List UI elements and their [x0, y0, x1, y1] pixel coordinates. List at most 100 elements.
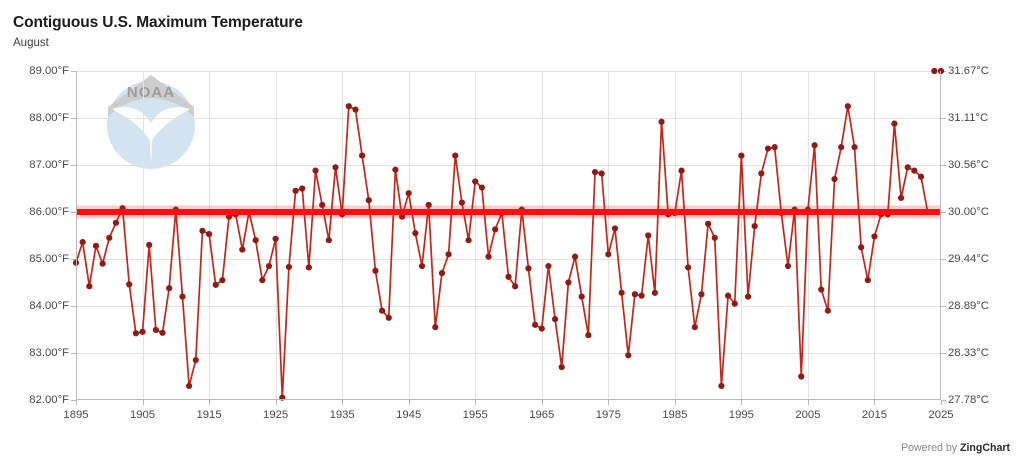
series-point[interactable]: [272, 235, 279, 242]
series-point[interactable]: [445, 251, 452, 258]
series-point[interactable]: [698, 291, 705, 298]
series-point[interactable]: [225, 213, 233, 220]
series-point[interactable]: [571, 253, 579, 260]
series-point[interactable]: [844, 103, 851, 110]
series-point[interactable]: [305, 264, 312, 271]
series-point[interactable]: [259, 277, 266, 284]
series-point[interactable]: [858, 244, 865, 251]
series-point[interactable]: [106, 234, 113, 241]
series-point[interactable]: [212, 281, 219, 288]
series-line[interactable]: [75, 105, 929, 399]
series-point[interactable]: [465, 237, 472, 244]
series-point[interactable]: [565, 279, 572, 286]
series-point[interactable]: [618, 289, 625, 296]
series-point[interactable]: [219, 277, 226, 284]
series-point[interactable]: [452, 152, 459, 159]
series-point[interactable]: [492, 226, 499, 233]
series-point[interactable]: [372, 267, 379, 274]
series-point[interactable]: [931, 67, 938, 75]
series-point[interactable]: [744, 293, 752, 300]
series-point[interactable]: [86, 283, 93, 290]
series-point[interactable]: [179, 293, 186, 300]
series-point[interactable]: [645, 232, 652, 239]
series-point[interactable]: [718, 382, 725, 389]
series-point[interactable]: [432, 324, 439, 331]
series-point[interactable]: [851, 144, 858, 151]
series-point[interactable]: [319, 201, 326, 209]
series-point[interactable]: [398, 213, 406, 220]
series-point[interactable]: [92, 242, 100, 249]
series-point[interactable]: [485, 253, 492, 260]
series-point[interactable]: [412, 230, 419, 237]
series-point[interactable]: [897, 194, 905, 201]
series-point[interactable]: [99, 260, 106, 267]
series-point[interactable]: [758, 170, 765, 177]
series-point[interactable]: [146, 241, 153, 248]
series-point[interactable]: [578, 293, 585, 300]
series-markers[interactable]: [72, 67, 945, 401]
series-point[interactable]: [711, 234, 718, 241]
series-point[interactable]: [505, 273, 512, 280]
series-point[interactable]: [638, 292, 645, 299]
series-point[interactable]: [591, 168, 599, 176]
series-point[interactable]: [405, 190, 412, 197]
series-point[interactable]: [678, 167, 685, 174]
series-point[interactable]: [625, 352, 632, 359]
series-point[interactable]: [378, 307, 386, 314]
series-point[interactable]: [132, 330, 139, 337]
series-point[interactable]: [824, 307, 831, 314]
series-point[interactable]: [911, 167, 918, 174]
series-point[interactable]: [186, 382, 193, 389]
series-point[interactable]: [478, 184, 485, 191]
series-point[interactable]: [532, 321, 539, 328]
series-point[interactable]: [831, 176, 838, 183]
series-point[interactable]: [558, 364, 565, 371]
series-point[interactable]: [312, 167, 319, 174]
series-point[interactable]: [239, 246, 246, 253]
series-point[interactable]: [299, 185, 306, 192]
series-point[interactable]: [691, 324, 698, 331]
series-point[interactable]: [771, 144, 778, 151]
series-point[interactable]: [917, 173, 925, 180]
series-point[interactable]: [658, 118, 665, 125]
series-point[interactable]: [864, 277, 871, 284]
series-point[interactable]: [199, 227, 206, 234]
series-point[interactable]: [345, 103, 352, 110]
series-point[interactable]: [751, 223, 758, 230]
series-point[interactable]: [392, 166, 399, 173]
series-point[interactable]: [458, 199, 466, 206]
series-point[interactable]: [538, 325, 545, 332]
series-point[interactable]: [525, 265, 532, 272]
footer-credit[interactable]: Powered by ZingChart: [901, 442, 1010, 454]
series-point[interactable]: [252, 237, 259, 244]
series-point[interactable]: [904, 164, 911, 171]
series-point[interactable]: [438, 270, 446, 277]
series-point[interactable]: [359, 152, 366, 159]
series-point[interactable]: [685, 264, 692, 271]
series-point[interactable]: [731, 300, 738, 307]
series-point[interactable]: [425, 201, 432, 209]
series-point[interactable]: [332, 164, 339, 171]
series-point[interactable]: [472, 178, 479, 185]
series-point[interactable]: [285, 263, 293, 271]
series-point[interactable]: [551, 316, 559, 323]
series-point[interactable]: [292, 187, 299, 194]
series-point[interactable]: [365, 197, 372, 204]
series-point[interactable]: [585, 332, 592, 339]
series-point[interactable]: [798, 373, 805, 380]
series-layer[interactable]: [72, 67, 945, 401]
series-point[interactable]: [79, 238, 86, 246]
series-point[interactable]: [764, 145, 772, 152]
series-point[interactable]: [605, 251, 612, 258]
series-point[interactable]: [937, 67, 945, 75]
series-point[interactable]: [112, 219, 120, 226]
series-point[interactable]: [838, 144, 845, 151]
series-point[interactable]: [724, 292, 732, 299]
plot-area[interactable]: NOAA 82.00°F 27.78°C 83.00°F 28.33°C 84.00°F…: [29, 65, 989, 421]
series-point[interactable]: [152, 326, 159, 334]
series-point[interactable]: [126, 281, 133, 288]
series-point[interactable]: [818, 286, 825, 293]
series-point[interactable]: [385, 314, 392, 321]
series-point[interactable]: [545, 262, 552, 270]
series-point[interactable]: [325, 237, 332, 244]
